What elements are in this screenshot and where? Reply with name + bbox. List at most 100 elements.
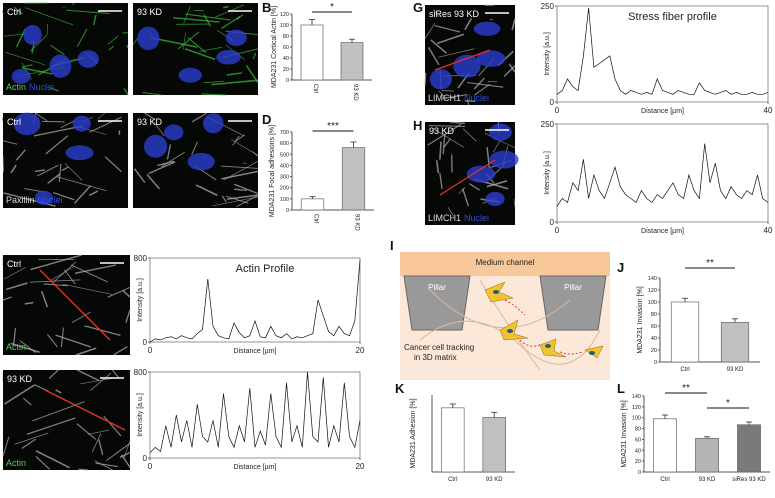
fiber	[78, 469, 88, 470]
x-tick-label: Ctrl	[313, 214, 319, 223]
pillar-label: Pillar	[564, 283, 582, 292]
x-tick-label: 93 KD	[354, 214, 360, 231]
nucleus	[49, 55, 71, 78]
y-tick-label: 700	[280, 130, 289, 136]
stain-label: Actin	[6, 458, 26, 468]
error-bar	[662, 415, 668, 419]
sig-label: *	[330, 2, 334, 13]
bar	[301, 25, 323, 80]
image-label: siRes 93 KD	[429, 9, 480, 19]
y-tick-label: 250	[541, 2, 555, 11]
sig-label: *	[726, 398, 730, 409]
y-axis-label: Intensity [a.u.]	[137, 278, 144, 322]
y-tick-label: 0	[286, 208, 289, 214]
nucleus	[23, 25, 41, 45]
y-tick-label: 800	[134, 368, 148, 377]
y-tick-label: 20	[651, 348, 657, 354]
x-tick-label: Ctrl	[680, 367, 689, 373]
error-bar	[450, 404, 456, 408]
y-tick-label: 20	[283, 67, 289, 73]
y-tick-label: 80	[635, 427, 641, 433]
nucleus	[216, 50, 240, 65]
stain: Nuclei	[464, 213, 489, 223]
bar	[301, 199, 324, 210]
bar	[695, 438, 718, 472]
fiber	[194, 10, 204, 11]
fiber	[425, 73, 426, 85]
nucleus	[65, 145, 93, 160]
y-tick-label: 20	[635, 459, 641, 465]
x-tick-label: 20	[356, 462, 365, 471]
fiber	[442, 91, 454, 92]
error-bar	[682, 298, 688, 302]
y-tick-label: 40	[635, 448, 641, 454]
bar	[441, 408, 464, 472]
stain: Nuclei	[464, 93, 489, 103]
x-tick-label: 93 KD	[699, 477, 716, 483]
nucleus	[188, 153, 215, 171]
profile-line	[150, 372, 360, 453]
image-bg	[3, 370, 130, 470]
panel-letter: L	[617, 381, 625, 396]
stain: Nuclei	[38, 195, 63, 205]
panel-letter: K	[395, 381, 405, 396]
bar	[483, 417, 506, 472]
y-tick-label: 40	[651, 336, 657, 342]
x-tick-label: Ctrl	[660, 477, 669, 483]
x-axis-label: Distance [µm]	[234, 348, 277, 355]
channel-label: Medium channel	[476, 258, 535, 267]
x-tick-label: 20	[356, 346, 365, 355]
profile-title: Actin Profile	[236, 263, 295, 275]
y-tick-label: 300	[280, 175, 289, 181]
x-axis-label: Distance [µm]	[234, 464, 277, 471]
micrograph: 93 KD	[133, 113, 258, 208]
image-label: Ctrl	[7, 117, 21, 127]
profile-line	[557, 144, 768, 207]
x-tick-label: 0	[148, 346, 153, 355]
micrograph: 93 KD	[425, 122, 519, 225]
x-tick-label: 93 KD	[727, 367, 744, 373]
sig-label: **	[682, 383, 690, 394]
y-axis-label: MDA231 Invasion [%]	[637, 286, 644, 353]
micrograph: 93 KD	[3, 370, 130, 470]
y-tick-label: 500	[280, 152, 289, 158]
nucleus	[73, 116, 91, 132]
y-tick-label: 800	[134, 254, 148, 263]
y-axis-label: MDA231 Cortical Actin [%]	[271, 6, 278, 88]
nucleus	[486, 192, 505, 206]
micrograph: 93 KD	[133, 3, 258, 95]
micrograph: Ctrl	[3, 113, 128, 208]
y-tick-label: 140	[648, 276, 657, 282]
y-tick-label: 140	[632, 394, 641, 400]
stain: Actin	[6, 342, 26, 352]
stain: Paxillin	[6, 195, 35, 205]
x-tick-label: Ctrl	[448, 477, 457, 483]
micrograph: siRes 93 KD	[425, 5, 515, 105]
y-tick-label: 0	[654, 360, 657, 366]
y-tick-label: 120	[280, 12, 289, 18]
y-axis-label: Intensity [a.u.]	[544, 32, 551, 76]
x-tick-label: 40	[764, 106, 773, 115]
y-tick-label: 600	[280, 141, 289, 147]
bar	[737, 425, 760, 472]
bar	[653, 419, 676, 472]
bar	[671, 302, 699, 362]
y-tick-label: 0	[638, 470, 641, 476]
nucleus	[467, 166, 496, 183]
sig-label: ***	[327, 121, 339, 132]
stain: LIMCH1	[428, 93, 461, 103]
image-label: 93 KD	[137, 117, 163, 127]
x-tick-label: 0	[555, 226, 560, 235]
y-tick-label: 100	[632, 416, 641, 422]
stain: Actin	[6, 458, 26, 468]
error-bar	[732, 319, 738, 323]
y-axis-label: Intensity [a.u.]	[137, 393, 144, 437]
plot-frame	[557, 124, 768, 222]
profile-title: Stress fiber profile	[628, 11, 717, 23]
x-tick-label: 0	[148, 462, 153, 471]
